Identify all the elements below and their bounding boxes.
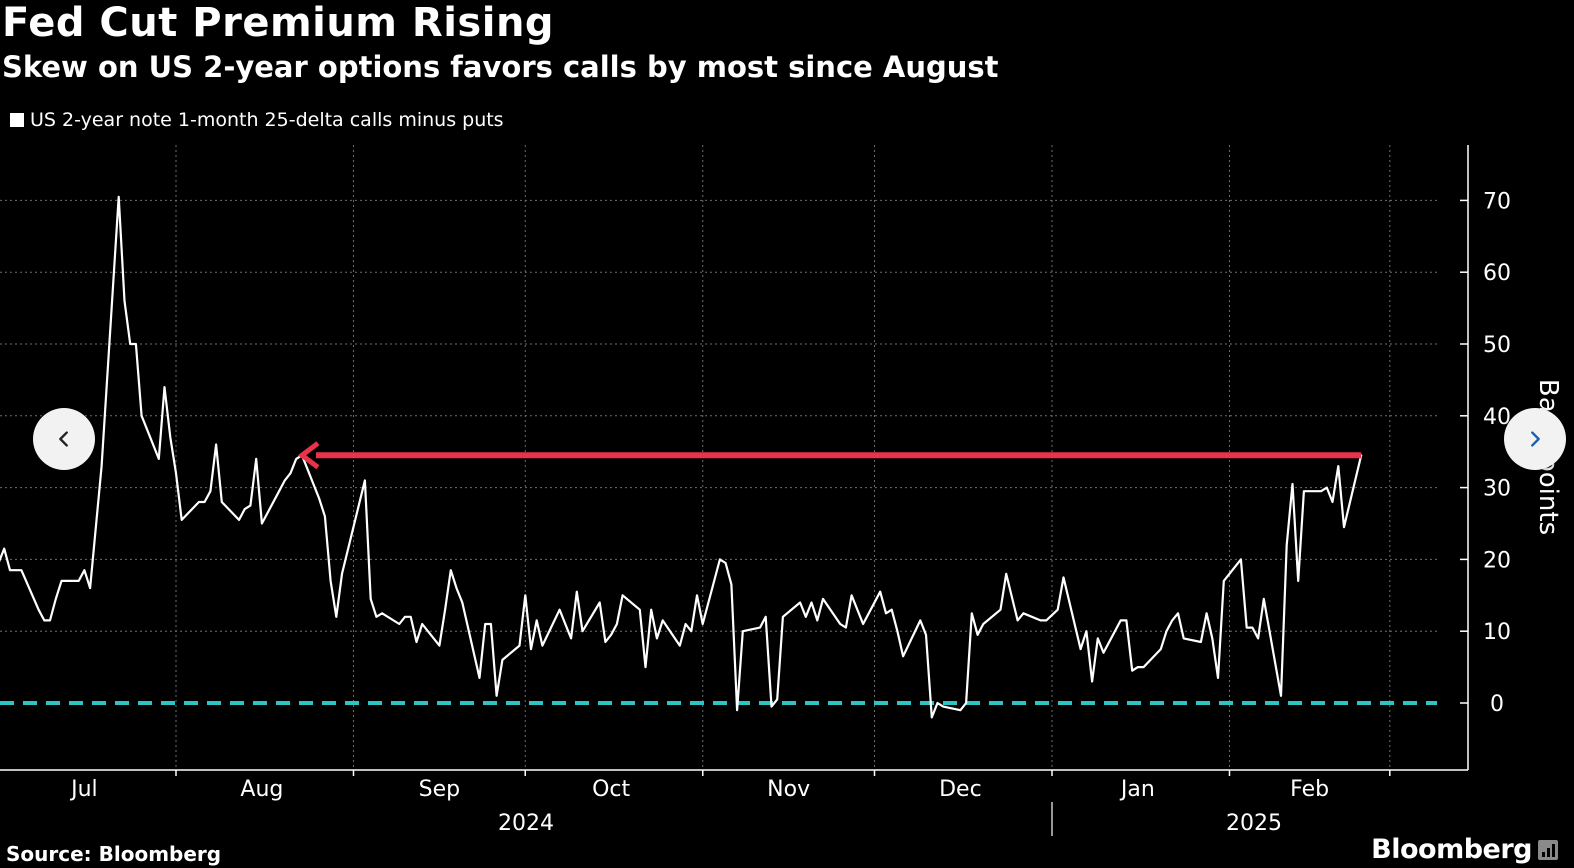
next-chart-button[interactable] (1504, 408, 1566, 470)
y-tick-label-70: 70 (1483, 189, 1511, 214)
x-tick-label-feb: Feb (1290, 777, 1329, 802)
annotations (297, 441, 1362, 470)
chart-subtitle: Skew on US 2-year options favors calls b… (2, 50, 999, 84)
previous-chart-button[interactable] (33, 408, 95, 470)
chevron-right-icon (1531, 431, 1540, 447)
series (0, 195, 1363, 719)
x-tick-label-aug: Aug (240, 777, 283, 802)
legend-label: US 2-year note 1-month 25-delta calls mi… (30, 109, 504, 131)
y-tick-label-50: 50 (1483, 333, 1511, 358)
x-tick-label-sep: Sep (419, 777, 460, 802)
axes: 010203040506070Basis pointsJulAugSepOctN… (0, 145, 1563, 836)
grid-lines (0, 145, 1437, 770)
year-label-2025: 2025 (1226, 811, 1282, 836)
brand-logo: Bloomberg (1371, 834, 1558, 865)
annotation-arrow-head (297, 441, 320, 470)
legend-swatch (10, 113, 24, 127)
bloomberg-chart-icon (1538, 839, 1558, 860)
x-tick-label-jul: Jul (69, 777, 98, 802)
x-tick-label-jan: Jan (1119, 777, 1155, 802)
y-tick-label-30: 30 (1483, 477, 1511, 502)
series-line-0 (0, 195, 1363, 719)
chart-legend: US 2-year note 1-month 25-delta calls mi… (10, 109, 504, 131)
y-tick-label-0: 0 (1490, 692, 1504, 717)
year-label-2024: 2024 (498, 811, 554, 836)
x-tick-label-oct: Oct (592, 777, 630, 802)
brand-name: Bloomberg (1371, 834, 1532, 865)
source-note: Source: Bloomberg (6, 842, 222, 866)
y-tick-label-60: 60 (1483, 261, 1511, 286)
chart-title: Fed Cut Premium Rising (2, 0, 555, 46)
y-tick-label-20: 20 (1483, 548, 1511, 573)
x-tick-label-nov: Nov (767, 777, 810, 802)
x-tick-label-dec: Dec (939, 777, 982, 802)
chevron-left-icon (59, 431, 68, 447)
y-tick-label-10: 10 (1483, 620, 1511, 645)
